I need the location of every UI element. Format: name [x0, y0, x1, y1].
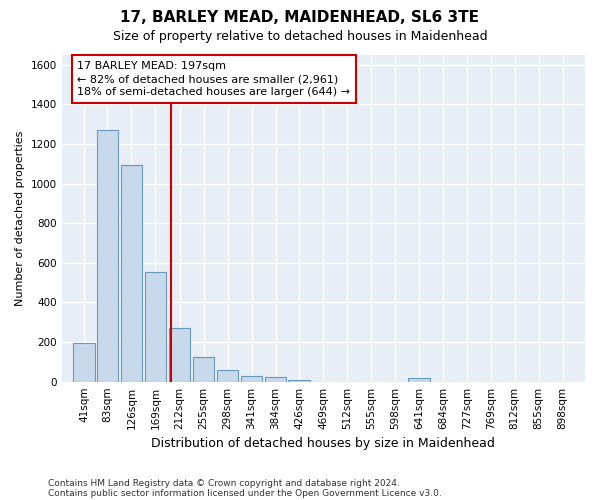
Bar — [241, 376, 262, 382]
X-axis label: Distribution of detached houses by size in Maidenhead: Distribution of detached houses by size … — [151, 437, 495, 450]
Bar — [121, 165, 142, 382]
Text: Contains HM Land Registry data © Crown copyright and database right 2024.: Contains HM Land Registry data © Crown c… — [48, 478, 400, 488]
Text: Size of property relative to detached houses in Maidenhead: Size of property relative to detached ho… — [113, 30, 487, 43]
Y-axis label: Number of detached properties: Number of detached properties — [15, 130, 25, 306]
Bar — [97, 130, 118, 382]
Text: 17, BARLEY MEAD, MAIDENHEAD, SL6 3TE: 17, BARLEY MEAD, MAIDENHEAD, SL6 3TE — [121, 10, 479, 25]
Bar — [265, 376, 286, 382]
Bar — [288, 380, 310, 382]
Bar — [408, 378, 430, 382]
Bar — [169, 328, 190, 382]
Bar — [193, 357, 214, 382]
Bar — [73, 343, 95, 382]
Text: 17 BARLEY MEAD: 197sqm
← 82% of detached houses are smaller (2,961)
18% of semi-: 17 BARLEY MEAD: 197sqm ← 82% of detached… — [77, 61, 350, 98]
Bar — [145, 272, 166, 382]
Text: Contains public sector information licensed under the Open Government Licence v3: Contains public sector information licen… — [48, 488, 442, 498]
Bar — [217, 370, 238, 382]
